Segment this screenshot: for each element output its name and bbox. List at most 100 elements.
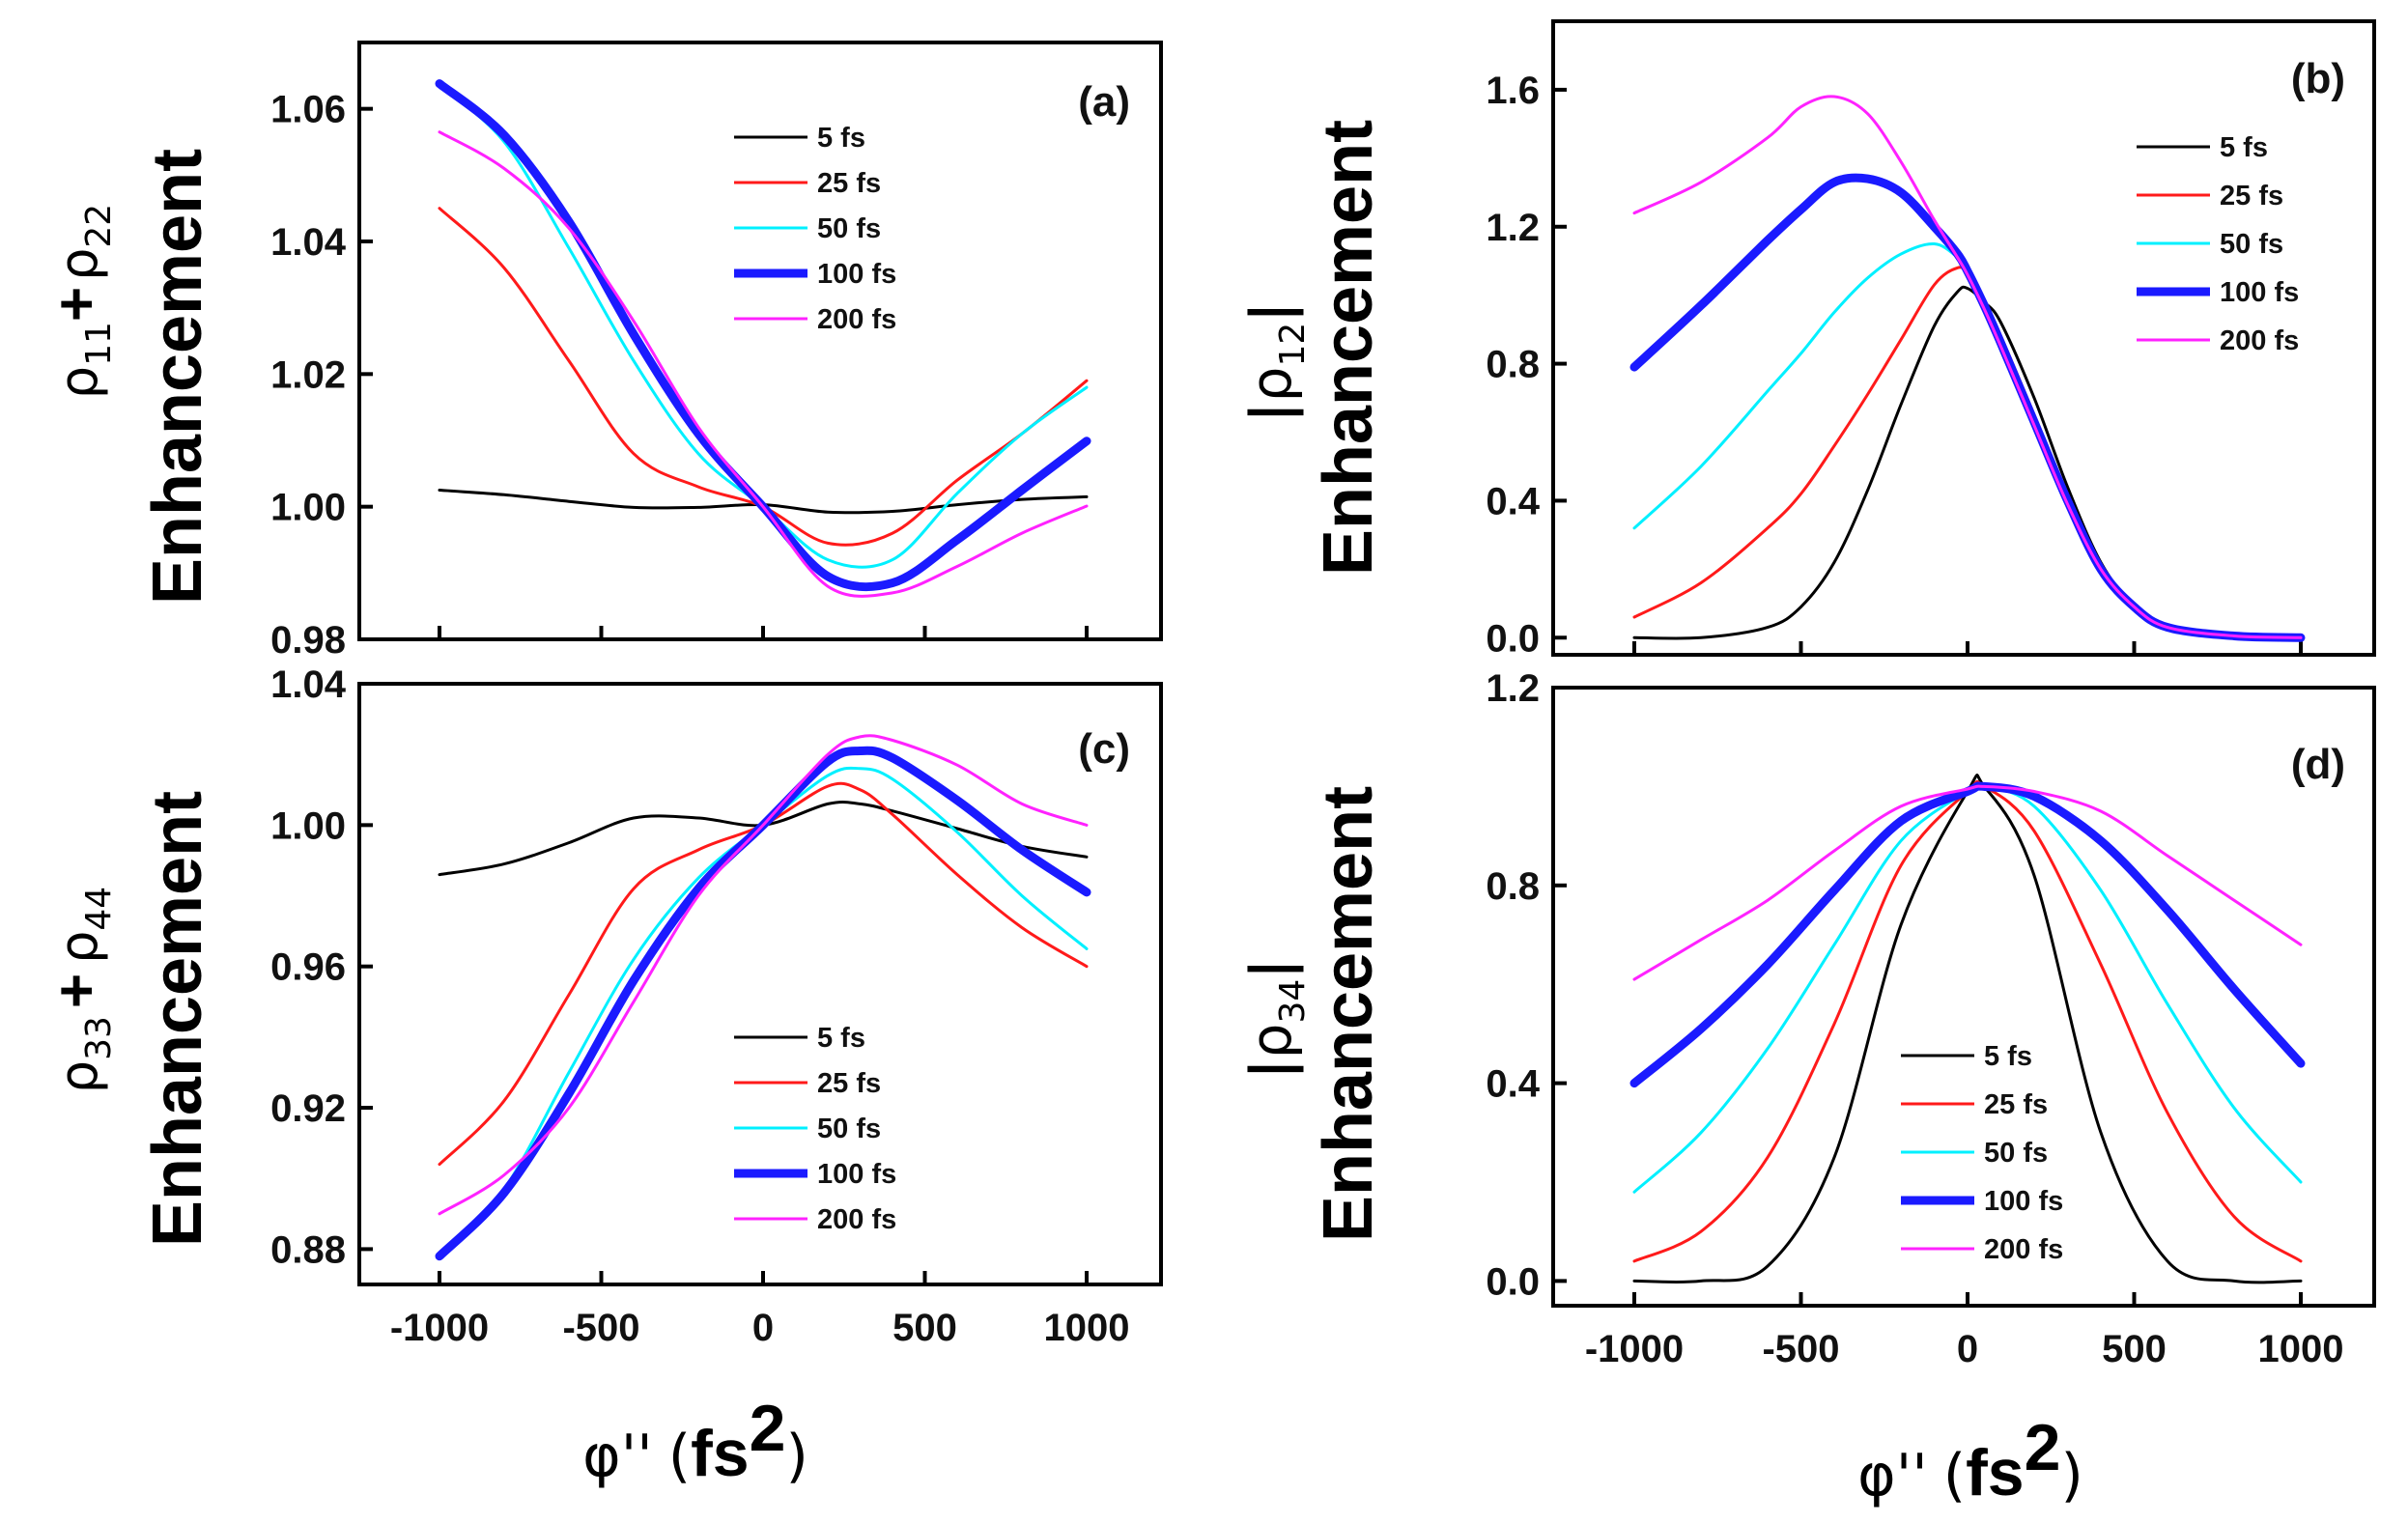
y-tick-label: 1.6 xyxy=(1486,70,1540,112)
y-tick-label: 1.04 xyxy=(270,221,347,264)
series-line-5fs xyxy=(1632,774,2303,1284)
panel-a-series xyxy=(435,79,1091,598)
panel-c-ylabel: Enhancement xyxy=(139,791,216,1247)
panel-a-frame xyxy=(357,41,1163,641)
series-line-5fs xyxy=(438,800,1089,877)
panel-b-legend: 5 fs 25 fs 50 fs 100 fs 200 fs xyxy=(2137,132,2299,356)
y-tick-label: 1.2 xyxy=(1486,667,1540,710)
panel-b-ylabel-sub: |ρ12| xyxy=(1238,301,1313,422)
legend-label-200fs: 200 fs xyxy=(817,304,896,335)
legend-label-100fs: 100 fs xyxy=(817,259,896,290)
legend-label-100fs: 100 fs xyxy=(2220,277,2299,308)
y-tick-label: 0.8 xyxy=(1486,865,1540,908)
panel-d-grid-ticks: 0.0 0.4 0.8 1.2 -1000 -500 0 500 1000 xyxy=(1486,667,2343,1370)
x-tick-label: 1000 xyxy=(1044,1307,1130,1349)
y-tick-label: 0.88 xyxy=(270,1228,346,1271)
panel-c-label: (c) xyxy=(1078,725,1130,773)
y-tick-label: 0.8 xyxy=(1486,344,1540,386)
y-tick-label: 1.2 xyxy=(1486,207,1540,249)
y-tick-label: 0.0 xyxy=(1486,617,1540,660)
legend-label-100fs: 100 fs xyxy=(817,1159,896,1190)
series-line-50fs xyxy=(438,84,1089,569)
y-tick-label: 0.4 xyxy=(1486,480,1540,522)
y-tick-label: 0.0 xyxy=(1486,1260,1540,1303)
panel-b-frame xyxy=(1551,19,2376,657)
panel-b-grid-ticks: 0.0 0.4 0.8 1.2 1.6 xyxy=(1486,70,2303,660)
panel-b: |ρ12| Enhancement 0.0 0.4 0.8 1.2 1.6 (b) 5 … xyxy=(1238,19,2376,660)
panel-c-ylabel-sub: ρ33+ρ44 xyxy=(43,887,119,1093)
series-line-200fs xyxy=(1632,784,2303,981)
panel-d: |ρ34| Enhancement 0.00.40.81.2-1000 -500 0… xyxy=(1238,667,2376,1509)
panel-d-series xyxy=(1629,774,2306,1284)
panel-c-legend: 5 fs 25 fs 50 fs 100 fs 200 fs xyxy=(734,1023,896,1235)
panel-a-label: (a) xyxy=(1078,78,1130,126)
series-line-100fs xyxy=(1629,173,2306,642)
x-tick-label: 0 xyxy=(752,1307,774,1349)
x-tick-label: -1000 xyxy=(1585,1328,1684,1370)
series-line-50fs xyxy=(1632,782,2303,1194)
legend-label-200fs: 200 fs xyxy=(817,1204,896,1235)
x-tick-label: 0 xyxy=(1957,1328,1978,1370)
series-line-100fs xyxy=(1629,781,2306,1088)
series-line-25fs xyxy=(1632,779,2303,1263)
panel-d-ylabel-sub: |ρ34| xyxy=(1238,958,1313,1079)
x-tick-label: -500 xyxy=(1762,1328,1839,1370)
panel-c-grid-ticks: 0.88 0.92 0.96 1.00 1.04 -1000 -500 0 500 1000 xyxy=(270,663,1129,1349)
panel-d-xlabel: φ'' (fs2) xyxy=(1857,1411,2083,1509)
series-line-200fs xyxy=(438,734,1089,1216)
x-tick-label: 500 xyxy=(2102,1328,2167,1370)
legend-label-50fs: 50 fs xyxy=(1984,1138,2048,1169)
legend-label-5fs: 5 fs xyxy=(2220,132,2268,163)
panel-c: ρ33+ρ44 Enhancement 0.88 0.92 0.96 1.00 1.04… xyxy=(43,663,1163,1490)
y-tick-label: 0.92 xyxy=(270,1087,346,1130)
panel-c-xlabel: φ'' (fs2) xyxy=(582,1392,808,1490)
x-tick-label: 1000 xyxy=(2258,1328,2344,1370)
legend-label-25fs: 25 fs xyxy=(1984,1089,2048,1120)
panel-a-legend: 5 fs 25 fs 50 fs 100 fs 200 fs xyxy=(734,123,896,335)
legend-label-200fs: 200 fs xyxy=(2220,325,2299,356)
y-tick-label: 1.00 xyxy=(270,804,346,847)
panel-d-label: (d) xyxy=(2291,741,2345,788)
panel-c-frame xyxy=(357,682,1163,1286)
panel-a-ylabel-sub: ρ11+ρ22 xyxy=(43,204,119,399)
panel-a-grid-ticks: 0.98 1.00 1.02 1.04 1.06 xyxy=(270,89,1089,662)
series-line-25fs xyxy=(1632,266,2303,639)
y-tick-label: 1.04 xyxy=(270,663,347,706)
x-tick-label: 500 xyxy=(892,1307,957,1349)
y-tick-label: 1.06 xyxy=(270,89,346,131)
panel-a-ylabel: Enhancement xyxy=(139,149,216,605)
y-tick-label: 0.96 xyxy=(270,946,346,989)
panel-a: ρ11+ρ22 Enhancement 0.98 1.00 1.02 1.04 1.06… xyxy=(43,41,1163,662)
legend-label-5fs: 5 fs xyxy=(817,123,865,154)
legend-label-100fs: 100 fs xyxy=(1984,1186,2063,1217)
panel-b-label: (b) xyxy=(2291,55,2345,102)
y-tick-label: 0.4 xyxy=(1486,1063,1540,1106)
y-tick-label: 0.98 xyxy=(270,619,346,662)
series-line-25fs xyxy=(438,207,1089,547)
x-tick-label: -500 xyxy=(562,1307,639,1349)
legend-label-50fs: 50 fs xyxy=(817,213,881,244)
legend-label-5fs: 5 fs xyxy=(1984,1041,2032,1072)
legend-label-50fs: 50 fs xyxy=(817,1114,881,1144)
panel-d-legend: 5 fs 25 fs 50 fs 100 fs 200 fs xyxy=(1901,1041,2063,1265)
y-tick-label: 1.00 xyxy=(270,487,346,529)
legend-label-5fs: 5 fs xyxy=(817,1023,865,1054)
series-line-200fs xyxy=(1632,95,2303,639)
panel-b-ylabel: Enhancement xyxy=(1310,120,1387,576)
panel-d-frame xyxy=(1551,686,2376,1308)
legend-label-200fs: 200 fs xyxy=(1984,1234,2063,1265)
panel-d-ylabel: Enhancement xyxy=(1310,786,1387,1242)
legend-label-25fs: 25 fs xyxy=(817,168,881,199)
series-line-50fs xyxy=(1632,241,2303,639)
panel-c-series xyxy=(435,734,1091,1261)
legend-label-50fs: 50 fs xyxy=(2220,229,2283,260)
y-tick-label: 1.02 xyxy=(270,353,346,396)
legend-label-25fs: 25 fs xyxy=(817,1068,881,1099)
panel-b-series xyxy=(1629,95,2306,642)
series-line-50fs xyxy=(438,766,1089,1258)
legend-label-25fs: 25 fs xyxy=(2220,181,2283,212)
series-line-100fs xyxy=(435,79,1091,592)
series-line-25fs xyxy=(438,781,1089,1167)
x-tick-label: -1000 xyxy=(390,1307,489,1349)
